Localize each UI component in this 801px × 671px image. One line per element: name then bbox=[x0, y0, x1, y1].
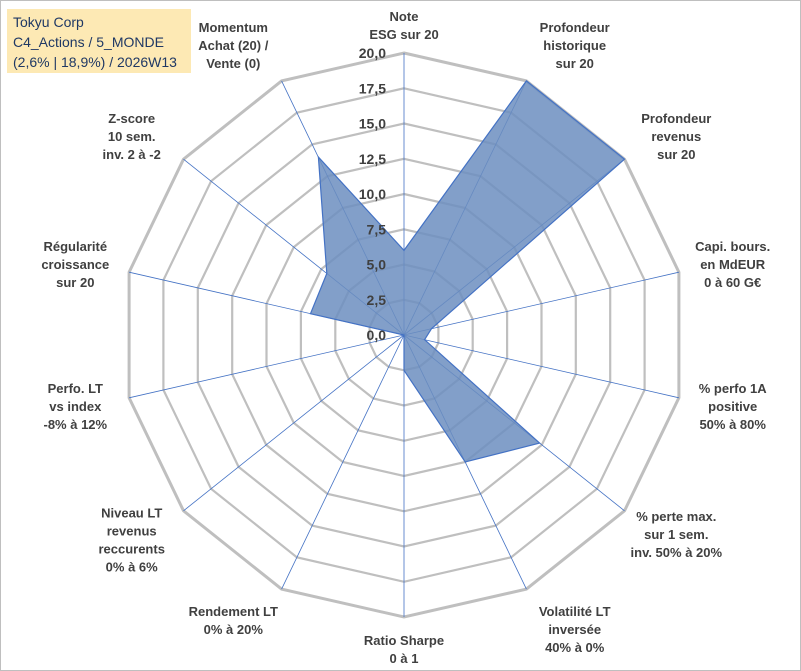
tick-label-4: 10,0 bbox=[359, 186, 386, 202]
tick-label-0: 0,0 bbox=[367, 327, 387, 343]
axis-label-1: Profondeur historique sur 20 bbox=[540, 20, 610, 71]
axis-label-12: Z-score 10 sem. inv. 2 à -2 bbox=[103, 111, 161, 162]
radar-tick-labels: 0,0 2,5 5,0 7,5 10,0 12,5 15,0 17,5 20,0 bbox=[359, 45, 386, 343]
spoke-8 bbox=[281, 334, 405, 590]
axis-label-8: Rendement LT 0% à 20% bbox=[189, 604, 278, 637]
spoke-10 bbox=[129, 334, 405, 399]
spoke-9 bbox=[183, 334, 405, 512]
radar-axis-labels: Note ESG sur 20 Profondeur historique sur 20… bbox=[41, 9, 770, 666]
axis-label-11: Régularité croissance sur 20 bbox=[41, 239, 109, 290]
axis-label-5: % perte max. sur 1 sem. inv. 50% à 20% bbox=[631, 509, 723, 560]
tick-label-6: 15,0 bbox=[359, 116, 386, 132]
tick-label-3: 7,5 bbox=[367, 221, 387, 237]
series-area bbox=[309, 80, 626, 463]
tick-label-7: 17,5 bbox=[359, 80, 386, 96]
radar-series bbox=[309, 80, 626, 463]
axis-label-2: Profondeur revenus sur 20 bbox=[641, 111, 711, 162]
spoke-4 bbox=[403, 334, 679, 399]
axis-label-4: % perfo 1A positive 50% à 80% bbox=[699, 381, 768, 432]
title-line-company: Tokyu Corp bbox=[13, 14, 84, 30]
tick-label-2: 5,0 bbox=[367, 257, 387, 273]
axis-label-13: Momentum Achat (20) / Vente (0) bbox=[198, 20, 268, 71]
title-line-category: C4_Actions / 5_MONDE bbox=[13, 34, 164, 50]
title-line-stats: (2,6% | 18,9%) / 2026W13 bbox=[13, 54, 177, 70]
axis-label-6: Volatilité LT inversée 40% à 0% bbox=[539, 604, 611, 655]
axis-label-0: Note ESG sur 20 bbox=[369, 9, 438, 42]
tick-label-5: 12,5 bbox=[359, 151, 386, 167]
chart-title-box: Tokyu Corp C4_Actions / 5_MONDE (2,6% | … bbox=[7, 9, 191, 73]
axis-label-10: Perfo. LT vs index -8% à 12% bbox=[44, 381, 108, 432]
tick-label-1: 2,5 bbox=[367, 292, 387, 308]
axis-label-9: Niveau LT revenus reccurents 0% à 6% bbox=[98, 506, 164, 575]
axis-label-3: Capi. bours. en MdEUR 0 à 60 G€ bbox=[695, 239, 770, 290]
axis-label-7: Ratio Sharpe 0 à 1 bbox=[364, 633, 444, 666]
tick-label-8: 20,0 bbox=[359, 45, 386, 61]
spoke-3 bbox=[403, 271, 679, 336]
